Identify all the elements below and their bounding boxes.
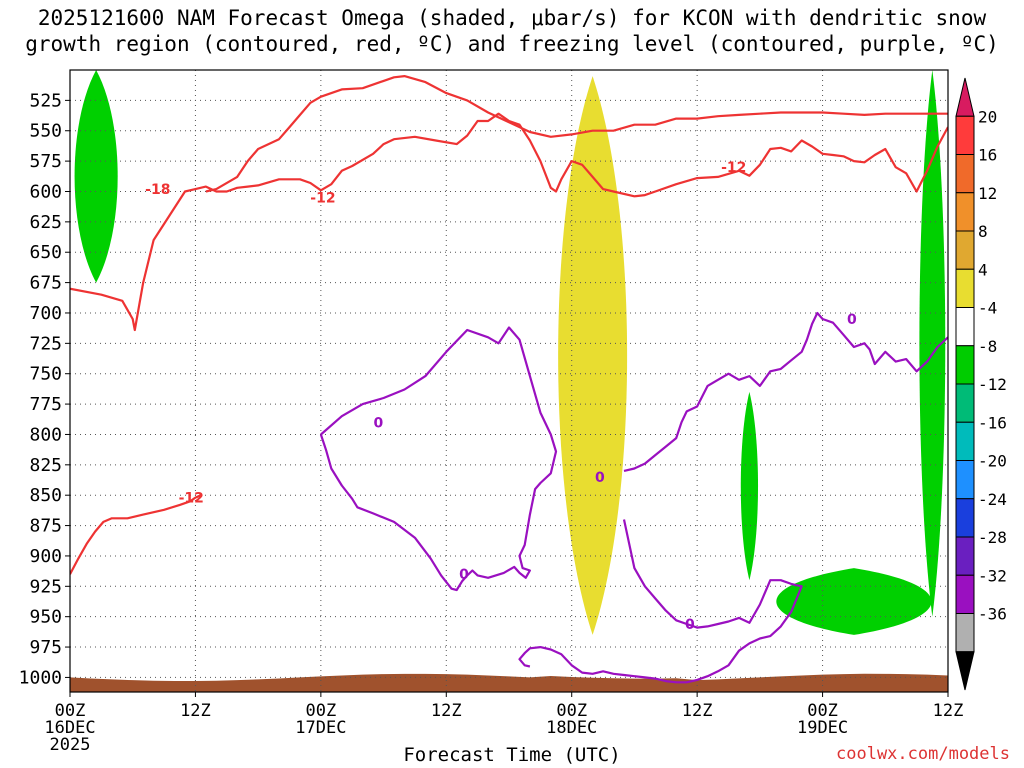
colorbar-label: -12 — [978, 375, 1007, 394]
plot-frame — [69, 69, 949, 693]
y-tick-label: 875 — [29, 516, 62, 537]
colorbar-swatch — [955, 115, 975, 155]
contour-label: -18 — [145, 182, 170, 198]
colorbar-swatch — [955, 536, 975, 576]
omega-region-sinking-green — [740, 391, 759, 581]
colorbar: 20 16 12 8 4 -4 -8 -12 -16 -20 -24 -28 -32 -36 — [955, 77, 1007, 691]
y-tick-label: 675 — [29, 273, 62, 294]
colorbar-swatch — [955, 230, 975, 270]
colorbar-label: 16 — [978, 146, 997, 165]
contour-label: 0 — [685, 617, 695, 633]
colorbar-label: -28 — [978, 528, 1007, 547]
contour-label: -12 — [721, 160, 746, 176]
contour-labels: -18 -12 -12 -12 0 0 0 0 0 — [145, 160, 857, 633]
colorbar-label: 12 — [978, 184, 997, 203]
colorbar-swatch — [955, 192, 975, 232]
contour-label: 0 — [459, 567, 469, 583]
x-tick-label: 00Z — [305, 701, 336, 721]
colorbar-label: -24 — [978, 490, 1007, 509]
contour-dendritic-12c-upper- — [70, 112, 948, 332]
y-tick-label: 725 — [29, 333, 62, 354]
x-tick-label: 12Z — [431, 701, 462, 721]
omega-region-sinking-green — [919, 70, 946, 617]
y-tick-label: 850 — [29, 485, 62, 506]
x-tick-label: 12Z — [933, 701, 964, 721]
x-tick-label: 00Z — [556, 701, 587, 721]
omega-region-rising-yellow — [558, 76, 628, 635]
chart-title-line-2: growth region (contoured, red, ºC) and f… — [25, 32, 999, 56]
y-tick-label: 950 — [29, 607, 62, 628]
colorbar-swatch — [955, 460, 975, 500]
contour-freezing-0c-right- — [623, 311, 948, 472]
contour-label: 0 — [847, 312, 857, 328]
x-tick-label: 00Z — [55, 701, 86, 721]
credit-text[interactable]: coolwx.com/models — [836, 744, 1010, 764]
y-tick-label: 775 — [29, 394, 62, 415]
y-tick-label: 525 — [29, 90, 62, 111]
y-tick-label: 1000 — [19, 667, 62, 688]
terrain-band — [70, 673, 948, 692]
y-tick-label: 575 — [29, 151, 62, 172]
contour-freezing-0c-main- — [319, 326, 558, 592]
x-tick-label: 2025 — [50, 735, 91, 755]
omega-region-sinking-green — [776, 568, 932, 635]
y-tick-label: 625 — [29, 212, 62, 233]
colorbar-label: -20 — [978, 452, 1007, 471]
colorbar-label: -4 — [978, 299, 997, 318]
colorbar-swatch — [955, 498, 975, 538]
colorbar-swatch — [955, 421, 975, 461]
contour-lines — [70, 74, 948, 684]
contour-dendritic-12c-lower- — [70, 494, 202, 575]
colorbar-swatch — [955, 613, 975, 653]
x-tick-label: 12Z — [682, 701, 713, 721]
x-tick-label: 17DEC — [295, 718, 346, 738]
y-tick-label: 900 — [29, 546, 62, 567]
y-tick-label: 650 — [29, 242, 62, 263]
y-tick-label: 975 — [29, 637, 62, 658]
y-tick-label: 600 — [29, 181, 62, 202]
x-tick-label: 12Z — [180, 701, 211, 721]
colorbar-swatch — [955, 154, 975, 194]
omega-region-sinking-green — [74, 70, 118, 283]
contour-label: -12 — [310, 191, 335, 207]
colorbar-swatch — [955, 574, 975, 614]
colorbar-swatch — [955, 383, 975, 423]
colorbar-label: -16 — [978, 413, 1007, 432]
y-tick-label: 925 — [29, 576, 62, 597]
y-tick-label: 700 — [29, 303, 62, 324]
x-tick-label: 16DEC — [44, 718, 95, 738]
terrain — [70, 673, 948, 692]
chart-title-line-1: 2025121600 NAM Forecast Omega (shaded, μ… — [37, 6, 987, 30]
colorbar-swatch — [955, 268, 975, 308]
colorbar-swatch — [955, 345, 975, 385]
colorbar-label: 20 — [978, 107, 997, 126]
y-tick-label: 800 — [29, 424, 62, 445]
gridlines — [70, 70, 948, 692]
colorbar-label: -32 — [978, 566, 1007, 585]
colorbar-swatch — [955, 307, 975, 347]
colorbar-min-arrow — [955, 651, 975, 691]
colorbar-max-arrow — [955, 77, 975, 117]
contour-freezing-0c-lower-loop- — [518, 519, 803, 684]
y-tick-label: 825 — [29, 455, 62, 476]
colorbar-label: 4 — [978, 260, 988, 279]
colorbar-label: -36 — [978, 605, 1007, 624]
contour-label: 0 — [373, 415, 383, 431]
contour-label: 0 — [595, 470, 605, 486]
contour-label: -12 — [179, 491, 204, 507]
x-tick-label: 18DEC — [546, 718, 597, 738]
x-tick-label: 00Z — [807, 701, 838, 721]
contour-dendritic-18c-upper- — [205, 74, 948, 193]
x-axis-title: Forecast Time (UTC) — [403, 744, 621, 766]
y-tick-label: 550 — [29, 121, 62, 142]
colorbar-label: 8 — [978, 222, 988, 241]
colorbar-label: -8 — [978, 337, 997, 356]
y-tick-label: 750 — [29, 364, 62, 385]
omega-shading — [74, 70, 946, 635]
y-axis: 525 550 575 600 625 650 675 700 725 750 775 800 825 8… — [19, 90, 70, 688]
x-tick-label: 19DEC — [797, 718, 848, 738]
